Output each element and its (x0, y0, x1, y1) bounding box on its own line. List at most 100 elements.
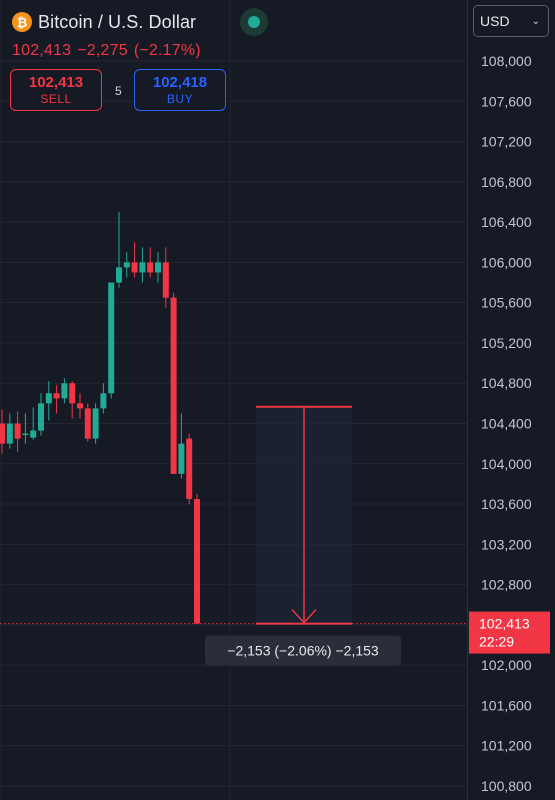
candle (84, 403, 91, 442)
symbol-title[interactable]: ₿ Bitcoin / U.S. Dollar (12, 10, 196, 34)
y-tick-label: 103,600 (481, 496, 532, 512)
y-tick-label: 101,600 (481, 697, 532, 713)
candle-body (45, 393, 52, 404)
candle (6, 413, 13, 449)
candle-body (100, 393, 107, 409)
candle (194, 493, 200, 624)
candle-body (162, 262, 169, 298)
candle-body (186, 438, 193, 500)
candle (30, 407, 37, 440)
candle (116, 212, 122, 288)
candle-body (116, 267, 122, 283)
y-tick-label: 105,200 (481, 335, 532, 351)
measure-label-box (205, 635, 401, 666)
y-tick-label: 102,000 (481, 657, 532, 673)
price-change: −2,275 (77, 42, 128, 59)
y-tick-label: 104,800 (481, 375, 532, 391)
current-price-tag (469, 611, 550, 654)
candle-body (84, 408, 91, 439)
y-tick-label: 100,800 (481, 778, 532, 794)
y-tick-label: 106,400 (481, 214, 532, 230)
y-tick-label: 104,400 (481, 416, 532, 432)
currency-value: USD (480, 13, 510, 29)
current-price-label: 102,413 (479, 616, 530, 632)
candle (45, 381, 52, 421)
y-tick-label: 108,000 (481, 53, 532, 69)
quote-line: 102,413 −2,275 (−2.17%) (12, 42, 207, 60)
candle-body (170, 297, 177, 474)
price-change-percent: (−2.17%) (133, 42, 201, 59)
live-dot-icon (248, 16, 260, 28)
candle (0, 409, 5, 454)
candle-body (139, 262, 146, 273)
candle-body (61, 383, 68, 399)
candle-body (194, 499, 200, 624)
candle (162, 247, 169, 308)
candle (38, 393, 44, 436)
y-tick-label: 101,200 (481, 738, 532, 754)
candle-body (108, 282, 115, 394)
candle (61, 378, 68, 404)
candle (22, 413, 29, 444)
candle-body (6, 423, 13, 444)
y-tick-label: 105,600 (481, 295, 532, 311)
candle (186, 433, 193, 505)
bitcoin-icon: ₿ (12, 12, 32, 32)
y-tick-label: 106,000 (481, 254, 532, 270)
candle-body (22, 433, 29, 436)
candlestick-series (0, 212, 200, 624)
candle-body (14, 423, 21, 439)
candle (147, 247, 154, 278)
candle (69, 381, 76, 419)
y-tick-label: 104,000 (481, 456, 532, 472)
y-tick-label: 103,200 (481, 536, 532, 552)
candle-body (131, 262, 138, 273)
candle (155, 252, 161, 283)
candle (139, 247, 146, 283)
candle-body (69, 383, 76, 404)
sell-price: 102,413 (28, 73, 84, 91)
currency-select[interactable]: USD ⌄ (473, 5, 549, 37)
candle (92, 403, 99, 444)
y-tick-label: 102,800 (481, 577, 532, 593)
market-status-indicator[interactable] (240, 8, 268, 36)
buy-button[interactable]: 102,418 BUY (134, 69, 226, 111)
candle-body (0, 423, 5, 444)
candle (53, 385, 60, 414)
candle-body (77, 403, 83, 409)
sell-label: SELL (40, 91, 72, 106)
axis-divider (467, 0, 468, 800)
measure-arrow-head (291, 609, 317, 624)
price-range-measure: −2,153 (−2.06%) −2,153 (205, 405, 401, 666)
candle-body (147, 262, 154, 273)
measure-label: −2,153 (−2.06%) −2,153 (227, 643, 379, 659)
candle (123, 252, 130, 278)
chevron-down-icon: ⌄ (531, 15, 540, 27)
last-price: 102,413 (12, 42, 72, 59)
candle (131, 242, 138, 278)
candle-body (92, 408, 99, 439)
candle (14, 411, 21, 452)
candle (108, 282, 115, 399)
candle-body (53, 393, 60, 399)
candle (100, 383, 107, 414)
sell-button[interactable]: 102,413 SELL (10, 69, 102, 111)
y-tick-label: 106,800 (481, 174, 532, 190)
candle-body (123, 262, 130, 268)
y-tick-label: 107,600 (481, 93, 532, 109)
current-price-time: 22:29 (479, 634, 514, 650)
candle (170, 292, 177, 474)
buy-label: BUY (166, 91, 194, 106)
candle-body (38, 403, 44, 431)
symbol-name: Bitcoin / U.S. Dollar (38, 11, 197, 32)
candle-body (155, 262, 161, 273)
candle-body (178, 443, 185, 474)
candle-body (30, 430, 37, 438)
candle (178, 413, 185, 479)
y-tick-label: 107,200 (481, 134, 532, 150)
spread-value: 5 (115, 84, 122, 98)
candle (77, 393, 83, 419)
buy-price: 102,418 (152, 73, 208, 91)
price-axis[interactable]: 108,000 107,600 107,200 106,800 106,400 106,0… (469, 53, 550, 794)
